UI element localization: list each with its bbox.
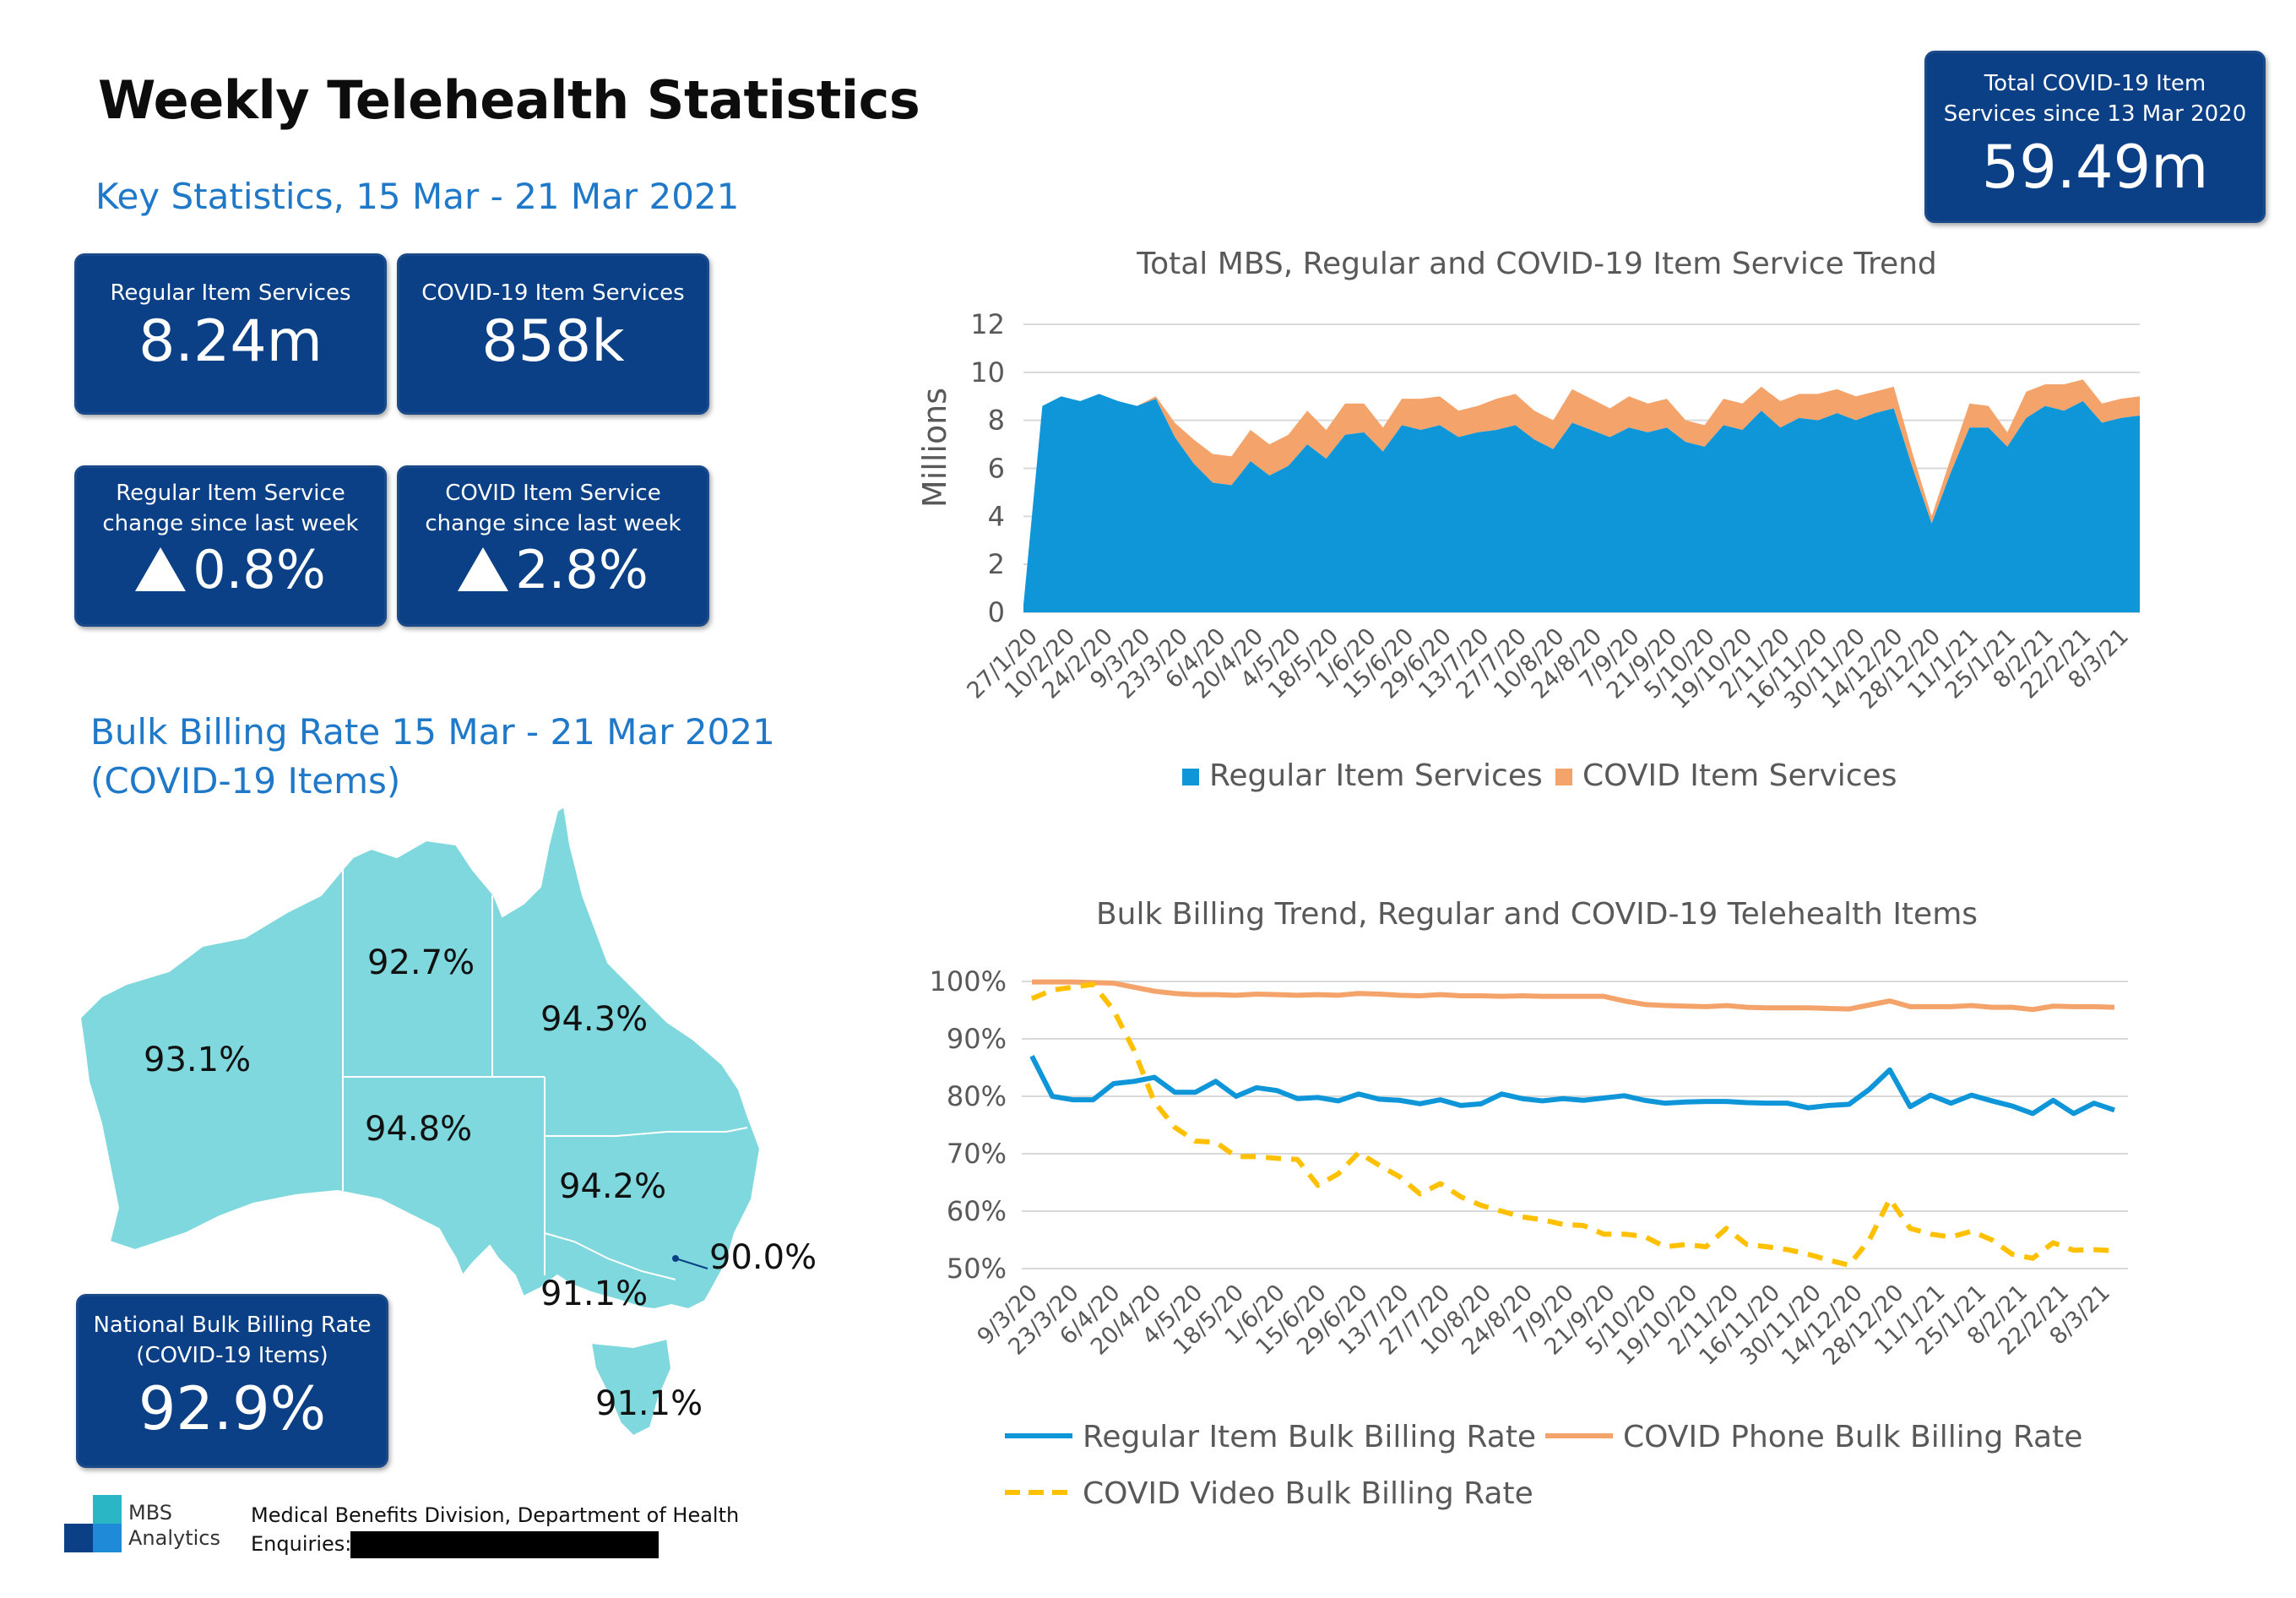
legend-phone-label: COVID Phone Bulk Billing Rate [1623,1420,2082,1454]
regular-bb-line [1029,1055,2115,1117]
up-arrow-icon [135,547,187,591]
regular-change-label-2: change since last week [102,511,359,536]
line-ytick-label: 90% [947,1023,1007,1055]
covid-change-label-1: COVID Item Service [445,481,661,506]
line-ytick-label: 70% [947,1138,1007,1170]
covid-change-label-2: change since last week [425,511,681,536]
area-ytick-label: 0 [988,596,1005,628]
tas-label: 91.1% [595,1384,703,1423]
mbs-logo-icon [64,1495,122,1552]
footer-enquiries: Enquiries: [251,1532,352,1556]
bulk-billing-title: Bulk Billing Rate 15 Mar - 21 Mar 2021 (… [90,708,775,806]
area-ytick-label: 2 [988,548,1005,580]
legend-regular-label: Regular Item Services [1209,758,1543,793]
national-rate-value: 92.9% [138,1374,327,1443]
legend-regular-swatch [1182,769,1199,785]
act-leader-line [675,1258,708,1269]
legend-video-label: COVID Video Bulk Billing Rate [1083,1476,1533,1511]
regular-services-box: Regular Item Services 8.24m [74,253,387,415]
legend-covid-label: COVID Item Services [1582,758,1897,793]
regular-services-value: 8.24m [138,308,323,375]
total-covid-label-1: Total COVID-19 Item [1984,71,2206,96]
regular-services-label: Regular Item Services [110,280,351,306]
regular-services-area [1023,394,2140,612]
redacted-box [350,1531,659,1558]
national-rate-label-2: (COVID-19 Items) [136,1343,328,1368]
area-ytick-label: 4 [988,500,1005,532]
line-ytick-label: 100% [930,965,1007,997]
bulk-billing-trend-chart: Bulk Billing Trend, Regular and COVID-19… [930,897,2128,1511]
regular-change-box: Regular Item Service change since last w… [74,465,387,627]
qld-nsw-border [545,1127,748,1137]
key-stats-title: Key Statistics, 15 Mar - 21 Mar 2021 [95,176,740,217]
line-chart-title: Bulk Billing Trend, Regular and COVID-19… [1096,897,1978,932]
phone-bb-line [1032,979,2115,1013]
covid-services-area [1023,379,2140,606]
footer-division: Medical Benefits Division, Department of… [251,1503,740,1527]
covid-services-box: COVID-19 Item Services 858k [397,253,709,415]
area-ytick-label: 8 [988,405,1005,437]
regular-change-label-1: Regular Item Service [116,481,345,506]
wa-label: 93.1% [144,1041,251,1079]
line-ytick-label: 80% [947,1080,1007,1112]
nsw-label: 94.2% [559,1167,666,1206]
covid-change-value: 2.8% [515,539,649,601]
area-ytick-label: 10 [970,356,1005,389]
total-covid-label-2: Services since 13 Mar 2020 [1943,101,2247,127]
video-bb-line [1030,981,2115,1268]
tasmania-shape [589,1337,673,1438]
service-trend-chart: Total MBS, Regular and COVID-19 Item Ser… [916,247,2140,793]
bulk-billing-title-line1: Bulk Billing Rate 15 Mar - 21 Mar 2021 [90,711,775,753]
vic-label: 91.1% [540,1275,648,1313]
area-chart-title: Total MBS, Regular and COVID-19 Item Ser… [1136,247,1937,281]
act-label: 90.0% [709,1238,817,1277]
qld-label: 94.3% [540,1000,648,1039]
national-rate-box: National Bulk Billing Rate (COVID-19 Ite… [76,1294,388,1468]
area-ytick-label: 6 [988,453,1005,485]
total-covid-value: 59.49m [1981,133,2209,202]
line-ytick-label: 50% [947,1253,1007,1285]
up-arrow-icon [458,547,509,591]
nsw-vic-border [544,1232,676,1280]
line-ytick-label: 60% [947,1195,1007,1227]
page-title: Weekly Telehealth Statistics [98,69,920,131]
total-covid-box: Total COVID-19 Item Services since 13 Ma… [1924,51,2266,223]
mbs-logo-text: MBS Analytics [128,1500,220,1551]
legend-regular-bb-label: Regular Item Bulk Billing Rate [1083,1420,1536,1454]
legend-covid-swatch [1555,769,1572,785]
national-rate-label-1: National Bulk Billing Rate [93,1313,372,1338]
covid-change-box: COVID Item Service change since last wee… [397,465,709,627]
area-ytick-label: 12 [970,308,1005,340]
mainland-shape [79,805,762,1311]
covid-services-label: COVID-19 Item Services [421,280,685,306]
covid-services-value: 858k [481,308,625,375]
area-chart-ylabel: Millions [916,388,953,508]
nt-label: 92.7% [367,943,475,982]
regular-change-value: 0.8% [193,539,326,601]
bulk-billing-title-line2: (COVID-19 Items) [90,760,401,802]
logo-line2: Analytics [128,1526,220,1550]
logo-line1: MBS [128,1501,172,1525]
sa-label: 94.8% [365,1110,472,1149]
